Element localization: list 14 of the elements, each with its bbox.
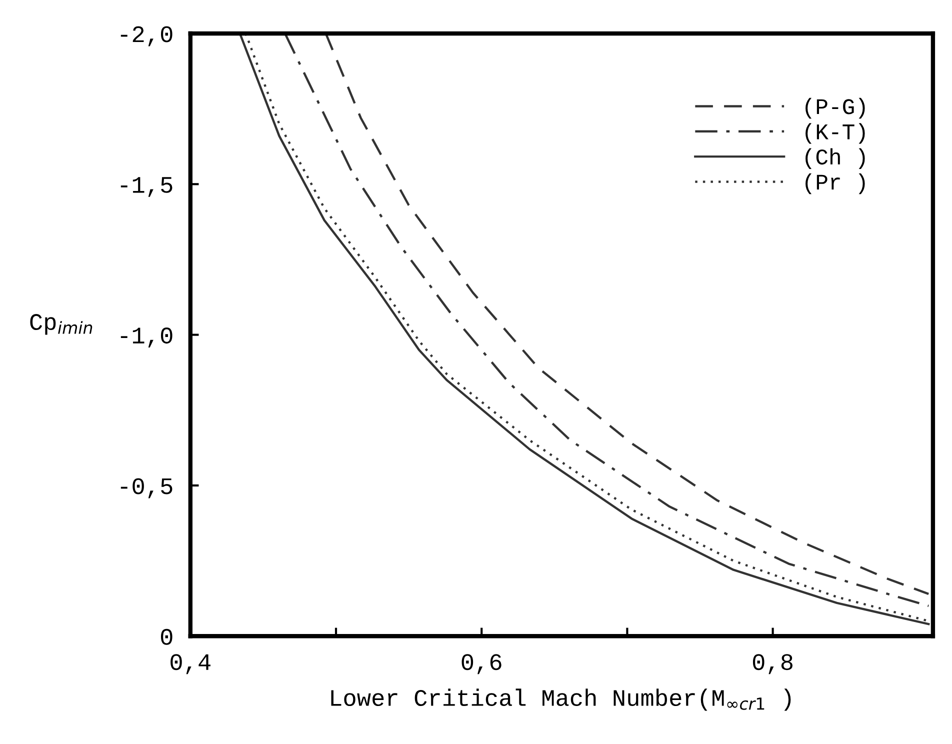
text: Lower Critical Mach Number(M$_{∞cr1}$ ): [331, 688, 791, 711]
legend-label: (Ch ): [806, 148, 865, 169]
legend-label: (P-G): [806, 98, 865, 119]
y-tick-label: -1,0: [120, 328, 172, 348]
x-tick-label: 0,8: [752, 654, 792, 674]
y-tick-label: -0,5: [120, 478, 172, 498]
legend-label: (K-T): [806, 123, 865, 144]
legend-label: (Pr ): [806, 173, 865, 194]
x-tick-label: 0,6: [462, 654, 502, 674]
y-tick-label: -2,0: [120, 26, 172, 46]
y-tick-label: -1,5: [120, 177, 172, 197]
y-axis-title: Cp$_{imin}$: [30, 314, 92, 335]
x-tick-label: 0,4: [170, 654, 210, 674]
y-tick-label: 0: [160, 628, 172, 645]
